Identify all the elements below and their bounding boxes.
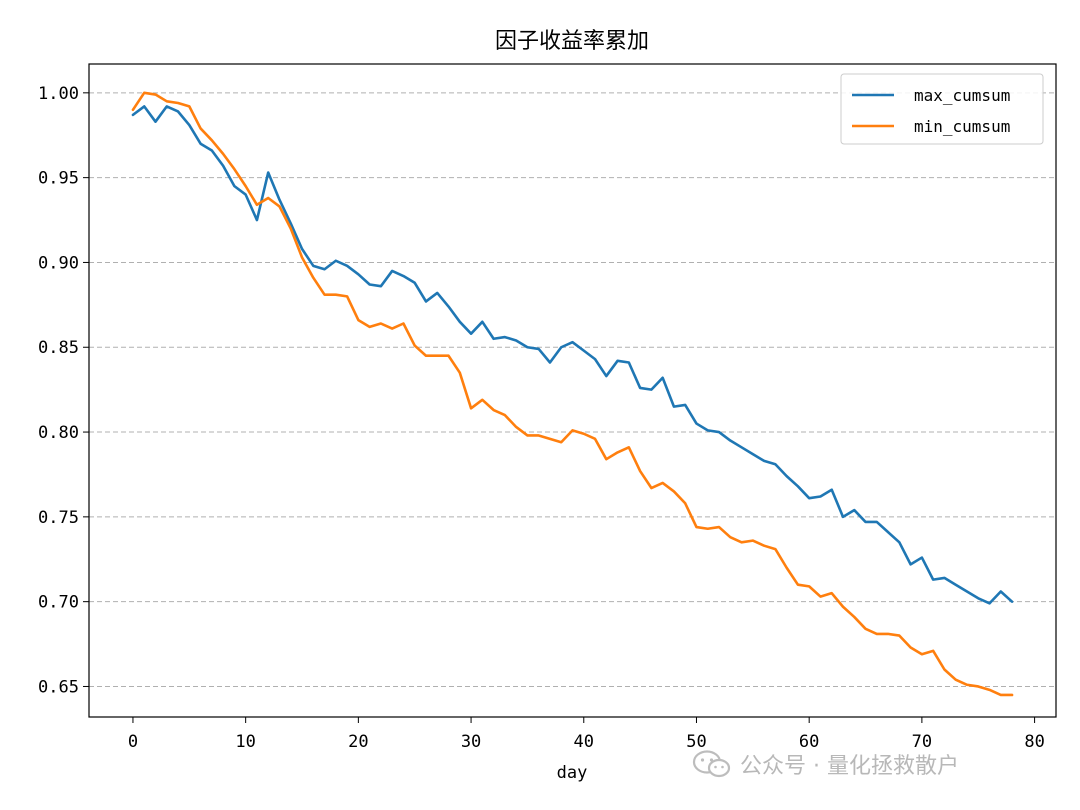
x-tick-label: 50 — [686, 732, 706, 752]
y-tick-label: 0.75 — [38, 508, 79, 528]
wechat-icon — [692, 750, 731, 778]
plot-frame — [88, 63, 1057, 718]
x-tick-label: 30 — [461, 732, 481, 752]
legend-label-min-cumsum: min_cumsum — [914, 117, 1010, 136]
x-tick-label: 80 — [1024, 732, 1044, 752]
y-tick-label: 0.70 — [38, 593, 79, 613]
legend: max_cumsum min_cumsum — [840, 73, 1044, 145]
y-tick-label: 0.90 — [38, 253, 79, 273]
x-tick-label: 70 — [912, 732, 932, 752]
series-line-max-cumsum — [131, 105, 1014, 605]
y-tick-label: 0.85 — [38, 338, 79, 358]
y-tick-label: 0.80 — [38, 423, 79, 443]
y-tick-label: 1.00 — [38, 84, 79, 104]
x-tick-label: 40 — [574, 732, 594, 752]
x-axis-label: day — [557, 763, 588, 783]
x-tick-label: 10 — [235, 732, 255, 752]
x-tick-label: 20 — [348, 732, 368, 752]
watermark: 公众号 · 量化拯救散户 — [692, 748, 959, 780]
x-tick-label: 0 — [128, 732, 138, 752]
y-tick-label: 0.65 — [38, 677, 79, 697]
series-lines — [131, 91, 1014, 697]
y-axis-ticks: 0.65 0.70 0.75 0.80 0.85 0.90 0.95 1.00 — [38, 84, 89, 697]
series-line-min-cumsum — [131, 91, 1014, 697]
watermark-text: 公众号 · 量化拯救散户 — [740, 754, 959, 779]
chart-title: 因子收益率累加 — [495, 29, 649, 54]
legend-label-max-cumsum: max_cumsum — [914, 86, 1010, 105]
y-tick-label: 0.95 — [38, 169, 79, 189]
x-axis-ticks: 0 10 20 30 40 50 60 70 80 — [128, 717, 1045, 752]
x-tick-label: 60 — [799, 732, 819, 752]
